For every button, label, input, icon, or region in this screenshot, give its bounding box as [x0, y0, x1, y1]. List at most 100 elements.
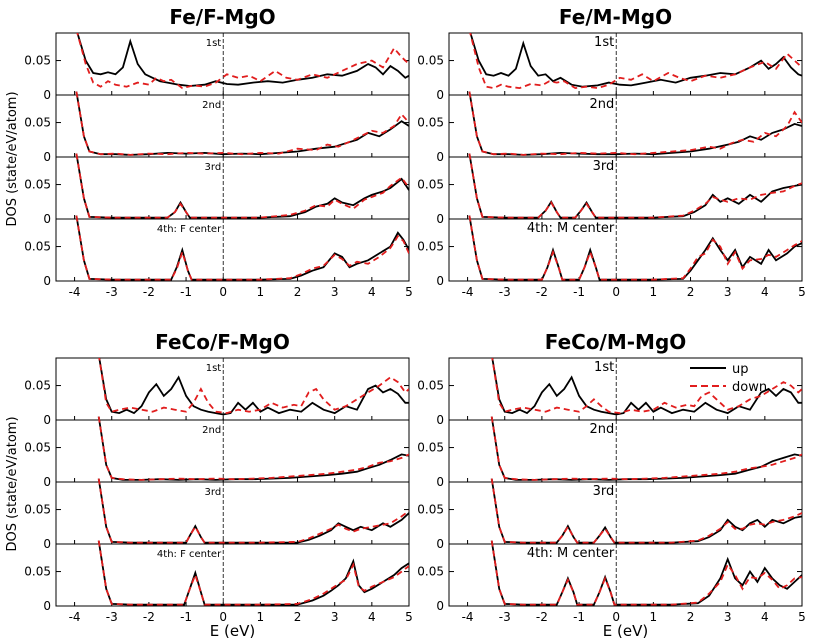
y-tick-label: 0.05: [24, 240, 51, 254]
y-axis-label: DOS (state/eV/atom): [5, 416, 20, 551]
chart-title: FeCo/F-MgO: [155, 330, 290, 354]
y-tick-label: 0: [436, 413, 444, 427]
series-up-line: [491, 358, 802, 416]
series-up-line: [468, 153, 802, 219]
series-up-line: [75, 215, 409, 281]
y-tick-label: 0: [43, 413, 51, 427]
panel-label: 2nd: [202, 425, 221, 436]
y-tick-label: 0.05: [24, 441, 51, 455]
series-up-line: [468, 215, 802, 281]
panel-label: 2nd: [589, 422, 614, 437]
panel-frame: [448, 218, 803, 282]
y-tick-label: 0.05: [24, 565, 51, 579]
series-down-line: [468, 91, 802, 156]
panel-frame: [55, 218, 410, 282]
x-tick-label: 2: [687, 285, 695, 299]
y-tick-label: 0.05: [24, 503, 51, 517]
x-tick-label: 1: [257, 285, 265, 299]
x-tick-label: 1: [650, 610, 658, 624]
x-tick-label: -1: [180, 285, 192, 299]
x-tick-label: -4: [462, 610, 474, 624]
y-tick-label: 0.05: [417, 379, 444, 393]
panel-frame: [55, 94, 410, 158]
y-tick-label: 0.05: [417, 503, 444, 517]
y-tick-label: 0.05: [24, 54, 51, 68]
panel-2nd: 0 0.05 2nd: [24, 91, 410, 164]
series-down-line: [97, 540, 409, 606]
series-down-line: [97, 416, 409, 481]
series-down-line: [75, 91, 409, 156]
x-tick-label: 3: [724, 285, 732, 299]
panel-label: 4th: M center: [527, 221, 615, 236]
x-tick-label: -4: [462, 285, 474, 299]
series-down-line: [469, 33, 802, 90]
x-tick-label: 3: [331, 610, 339, 624]
x-tick-label: 4: [761, 610, 769, 624]
panel-frame: [448, 94, 803, 158]
panel-label: 1st: [206, 363, 222, 374]
x-tick-label: -1: [573, 285, 585, 299]
y-tick-label: 0.05: [24, 178, 51, 192]
legend-label-up: up: [732, 362, 749, 377]
y-tick-label: 0: [43, 599, 51, 613]
x-tick-label: 2: [294, 285, 302, 299]
x-tick-label: 0: [612, 610, 620, 624]
series-down-line: [490, 416, 802, 481]
series-down-line: [76, 33, 409, 90]
y-tick-label: 0: [43, 274, 51, 288]
y-tick-label: 0: [436, 274, 444, 288]
x-axis-label: E (eV): [210, 622, 255, 640]
panel-frame: [55, 543, 410, 607]
series-down-line: [75, 153, 409, 219]
y-tick-label: 0: [43, 88, 51, 102]
x-tick-label: -3: [499, 285, 511, 299]
x-tick-label: -3: [106, 285, 118, 299]
x-tick-label: -2: [536, 610, 548, 624]
series-up-line: [97, 540, 409, 606]
x-tick-label: 0: [219, 285, 227, 299]
panel-frame: [55, 156, 410, 220]
panel-2nd: 0 0.05 2nd: [417, 91, 803, 164]
panel-label: 4th: M center: [527, 546, 615, 561]
series-up-line: [97, 478, 409, 544]
x-tick-label: -3: [499, 610, 511, 624]
panel-1st: 0 0.05 1st: [24, 357, 410, 427]
panel-label: 1st: [594, 35, 614, 50]
x-tick-label: 2: [687, 610, 695, 624]
series-up-line: [97, 416, 409, 481]
chart-feco-f-mgo: FeCo/F-MgO 0 0.05 1st 0 0.05 2nd 0 0.05 3rd 0 0.05 4…: [24, 330, 413, 640]
x-tick-label: 4: [761, 285, 769, 299]
panel-label: 4th: F center: [157, 224, 222, 235]
x-tick-label: -2: [143, 610, 155, 624]
panel-label: 3rd: [205, 162, 222, 173]
panel-2nd: 0 0.05 2nd: [24, 416, 410, 489]
panel-2nd: 0 0.05 2nd: [417, 416, 803, 489]
panel-4th-f-center: 0 0.05 4th: F center: [24, 215, 410, 288]
y-tick-label: 0: [436, 88, 444, 102]
x-tick-label: 5: [798, 285, 806, 299]
x-tick-label: 5: [405, 610, 413, 624]
y-tick-label: 0: [43, 150, 51, 164]
panel-frame: [448, 156, 803, 220]
series-up-line: [76, 33, 409, 87]
chart-title: Fe/M-MgO: [559, 5, 672, 29]
panel-4th-f-center: 0 0.05 4th: F center: [24, 540, 410, 613]
y-tick-label: 0.05: [417, 441, 444, 455]
y-tick-label: 0: [43, 212, 51, 226]
y-tick-label: 0.05: [24, 379, 51, 393]
panel-label: 4th: F center: [157, 549, 222, 560]
panel-label: 1st: [206, 38, 222, 49]
x-tick-label: 2: [294, 610, 302, 624]
chart-fe-m-mgo: Fe/M-MgO 0 0.05 1st 0 0.05 2nd 0 0.05 3rd 0 0.05 4th…: [417, 5, 806, 299]
x-tick-label: -4: [69, 610, 81, 624]
x-tick-label: 0: [219, 610, 227, 624]
panel-1st: 0 0.05 1st: [24, 32, 410, 102]
y-tick-label: 0: [43, 537, 51, 551]
y-axis-label: DOS (state/eV/atom): [5, 91, 20, 226]
legend-label-down: down: [732, 380, 767, 395]
series-down-line: [97, 478, 409, 544]
panel-3rd: 0 0.05 3rd: [417, 478, 803, 551]
y-tick-label: 0.05: [417, 116, 444, 130]
panel-3rd: 0 0.05 3rd: [417, 153, 803, 226]
panel-label: 3rd: [205, 487, 222, 498]
